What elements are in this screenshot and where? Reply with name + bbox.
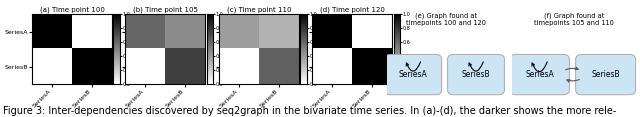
FancyBboxPatch shape [447,54,504,95]
FancyBboxPatch shape [385,54,442,95]
Text: (e) Graph found at
timepoints 100 and 120: (e) Graph found at timepoints 100 and 12… [406,12,486,26]
FancyArrowPatch shape [532,62,547,72]
Text: SeriesB: SeriesB [461,70,490,79]
Title: (b) Time point 105: (b) Time point 105 [133,6,198,13]
Title: (a) Time point 100: (a) Time point 100 [40,6,104,13]
FancyArrowPatch shape [469,62,483,71]
FancyArrowPatch shape [406,62,420,71]
FancyBboxPatch shape [575,54,636,95]
Text: Figure 3: Inter-dependencies discovered by seq2graph in the bivariate time serie: Figure 3: Inter-dependencies discovered … [3,106,616,116]
FancyBboxPatch shape [509,54,570,95]
Text: SeriesB: SeriesB [591,70,620,79]
Text: SeriesA: SeriesA [399,70,428,79]
FancyArrowPatch shape [567,80,579,82]
Title: (c) Time point 110: (c) Time point 110 [227,6,291,13]
FancyArrowPatch shape [566,67,578,70]
Text: SeriesA: SeriesA [525,70,554,79]
Title: (d) Time point 120: (d) Time point 120 [320,6,385,13]
Text: (f) Graph found at
timepoints 105 and 110: (f) Graph found at timepoints 105 and 11… [534,12,614,26]
